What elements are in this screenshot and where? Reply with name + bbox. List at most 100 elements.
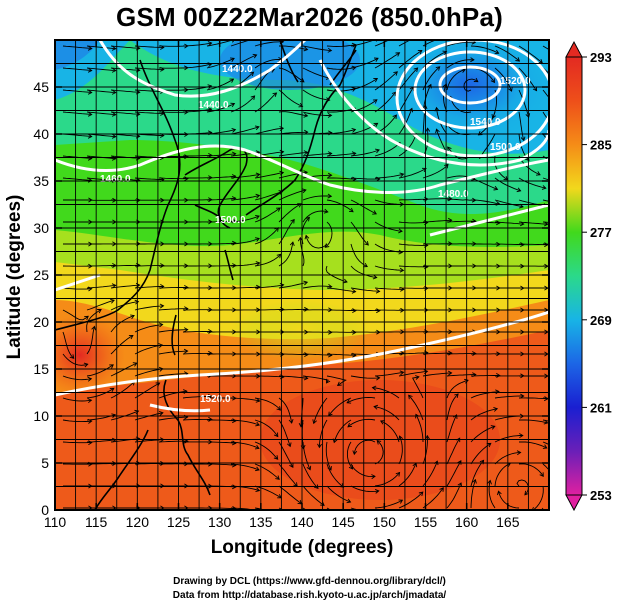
streamline <box>516 479 529 496</box>
streamline-arrowhead <box>371 385 377 391</box>
streamline-arrowhead <box>421 167 427 173</box>
streamline-arrowhead <box>494 49 500 55</box>
streamline-arrowhead <box>69 354 75 359</box>
streamline <box>350 149 380 157</box>
streamline <box>422 487 444 509</box>
streamline-arrowhead <box>487 479 492 485</box>
streamline-arrowhead <box>288 419 294 424</box>
streamline <box>86 387 115 399</box>
streamline <box>62 67 92 71</box>
streamline-arrowhead <box>495 389 500 395</box>
streamline <box>158 308 188 311</box>
streamline <box>230 397 260 402</box>
streamline-arrowhead <box>111 67 117 73</box>
streamline-arrowhead <box>447 370 453 376</box>
streamline-arrowhead <box>87 111 93 117</box>
streamline <box>494 462 511 487</box>
streamline <box>278 485 302 505</box>
streamline <box>182 352 212 355</box>
streamline-arrowhead <box>184 154 189 160</box>
streamline-arrowhead <box>539 472 544 478</box>
streamline <box>542 441 549 446</box>
streamline <box>134 462 164 465</box>
streamline-arrowhead <box>252 53 258 59</box>
streamline <box>207 419 236 422</box>
streamline <box>326 107 356 113</box>
streamline <box>372 387 400 399</box>
streamline-arrowhead <box>352 308 357 313</box>
streamline-arrowhead <box>279 513 283 517</box>
streamline-arrowhead <box>364 240 369 246</box>
streamline-arrowhead <box>346 498 352 504</box>
streamline-arrowhead <box>520 136 526 142</box>
streamline <box>422 435 428 465</box>
streamline-arrowhead <box>301 188 307 194</box>
streamline <box>254 463 280 480</box>
streamline <box>318 419 328 448</box>
colorbar-tick-label: 253 <box>590 488 612 503</box>
streamline <box>542 89 549 99</box>
streamline <box>254 253 282 267</box>
streamline-arrowhead <box>111 45 117 51</box>
streamline-arrowhead <box>231 218 237 224</box>
streamline <box>450 96 472 113</box>
streamline <box>86 309 102 333</box>
streamline <box>302 463 319 489</box>
streamline <box>62 375 92 381</box>
lat-lon-grid <box>55 40 549 510</box>
streamline <box>532 485 544 510</box>
streamline-arrowhead <box>470 57 475 63</box>
streamline-arrowhead <box>399 172 405 178</box>
streamline-arrowhead <box>561 148 565 152</box>
streamline <box>86 299 115 311</box>
streamline-arrowhead <box>457 482 463 488</box>
streamline-arrowhead <box>255 214 260 220</box>
streamline-arrowhead <box>326 378 331 384</box>
streamline-arrowhead <box>524 490 529 496</box>
streamline-arrowhead <box>208 416 213 422</box>
streamline <box>494 395 524 399</box>
streamline-arrowhead <box>323 208 329 214</box>
streamline <box>254 172 284 179</box>
streamline <box>398 243 428 246</box>
streamline-arrowhead <box>275 475 280 480</box>
streamline-arrowhead <box>327 113 333 118</box>
streamline <box>346 441 353 470</box>
streamline <box>158 390 187 399</box>
streamline <box>230 173 260 179</box>
streamline <box>278 151 308 157</box>
streamline-arrowhead <box>111 133 117 139</box>
streamline-arrowhead <box>231 462 237 468</box>
streamline-arrowhead <box>520 242 525 247</box>
streamline-arrowhead <box>84 315 89 321</box>
streamline-arrowhead <box>87 398 93 404</box>
streamline <box>324 221 333 248</box>
streamline-arrowhead <box>230 102 236 108</box>
credit-data-source: Data from http://database.rish.kyoto-u.a… <box>172 590 447 601</box>
streamline <box>110 89 140 93</box>
streamline <box>255 375 284 378</box>
streamline <box>327 309 356 312</box>
streamline <box>325 441 332 471</box>
x-tick-label: 160 <box>455 514 479 530</box>
streamline-arrowhead <box>373 57 379 62</box>
streamline <box>470 177 498 190</box>
streamline <box>326 463 344 488</box>
streamline <box>446 393 459 421</box>
streamline <box>518 89 530 118</box>
streamline <box>62 45 92 49</box>
streamline-arrowhead <box>372 210 377 215</box>
streamline <box>518 397 548 400</box>
streamline <box>470 479 476 509</box>
streamline <box>278 67 305 83</box>
streamline <box>398 67 418 91</box>
streamline <box>158 177 188 180</box>
streamline-arrowhead <box>208 329 213 334</box>
streamline <box>350 309 380 312</box>
streamline-arrowhead <box>111 111 117 117</box>
streamline <box>207 441 236 444</box>
streamline <box>62 419 92 423</box>
streamline <box>374 287 404 290</box>
streamline-arrowhead <box>324 519 328 523</box>
streamline-arrowhead <box>134 409 140 415</box>
